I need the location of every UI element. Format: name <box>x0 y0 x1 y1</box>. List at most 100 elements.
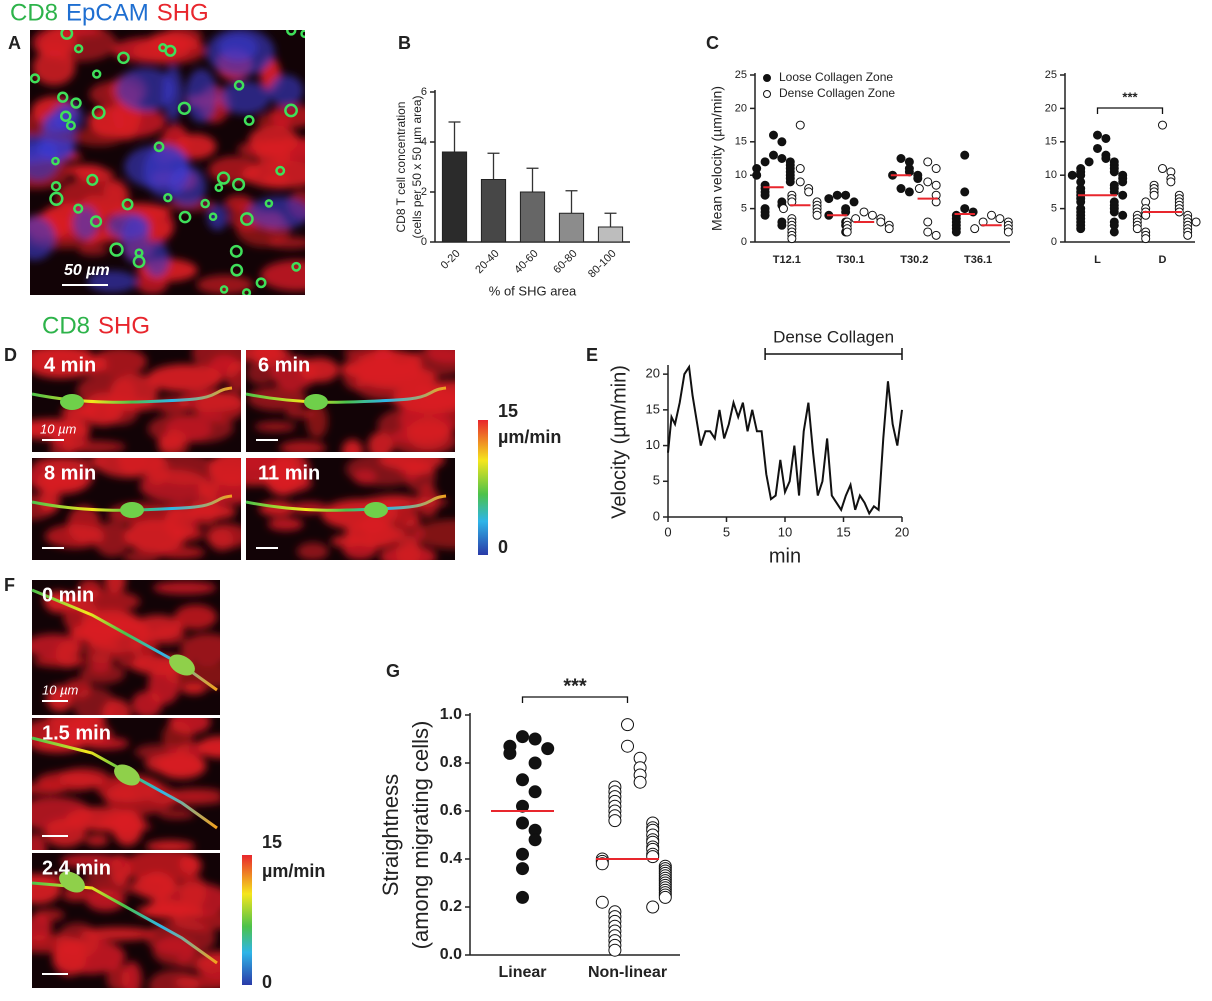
cell <box>163 192 173 203</box>
y-tick-label: 15 <box>1045 136 1057 148</box>
panel-label: B <box>398 33 411 53</box>
frame-time: 1.5 min <box>42 722 111 744</box>
legend-text: Loose Collagen Zone <box>779 70 893 84</box>
panel-label: C <box>706 33 719 53</box>
cell <box>300 30 305 39</box>
cell <box>59 871 85 893</box>
collagen <box>246 475 290 486</box>
collagen <box>103 179 128 207</box>
epithelium <box>207 204 228 231</box>
dot <box>1109 167 1119 177</box>
dot <box>1183 230 1193 240</box>
dot <box>923 227 933 237</box>
dot <box>760 157 770 167</box>
y-tick-label: 5 <box>653 473 660 488</box>
dot <box>867 210 877 220</box>
x-tick-label: 15 <box>836 524 850 539</box>
collagen <box>208 156 261 184</box>
panel-label: F <box>4 575 15 595</box>
cell <box>200 198 210 209</box>
dot <box>768 130 778 140</box>
collagen <box>65 164 105 176</box>
dot <box>842 227 852 237</box>
y-tick-label: 0 <box>421 236 427 248</box>
collagen <box>46 721 113 747</box>
cell <box>91 105 106 120</box>
collagen <box>377 497 413 508</box>
range-label: Dense Collagen <box>773 327 894 346</box>
dot <box>778 204 788 214</box>
x-tick-label: 20 <box>895 524 909 539</box>
cell <box>51 156 60 166</box>
epithelium <box>185 68 218 123</box>
collagen <box>147 364 223 393</box>
collagen <box>101 698 132 715</box>
tissue <box>30 30 305 295</box>
y-tick-label: 10 <box>735 169 747 181</box>
legend-text: CD8 <box>42 312 90 339</box>
scale-bar-text: 50 µm <box>64 262 110 279</box>
collagen <box>65 806 133 831</box>
panel-label: D <box>4 345 17 365</box>
epithelium <box>87 270 138 293</box>
cell <box>214 183 224 193</box>
dot <box>1003 227 1013 237</box>
cell <box>49 191 64 206</box>
dot <box>1158 164 1167 174</box>
dot <box>904 187 914 197</box>
dot <box>541 742 555 756</box>
x-tick-label: D <box>1159 254 1167 266</box>
collagen <box>205 523 241 549</box>
colorbar <box>242 855 252 985</box>
collagen <box>169 788 220 799</box>
cell <box>284 103 298 118</box>
dot <box>595 857 609 871</box>
x-tick-label: T36.1 <box>964 254 992 266</box>
dot <box>987 210 997 220</box>
dot <box>832 190 842 200</box>
cell <box>230 263 244 277</box>
colorbar-max: 15 <box>262 832 282 852</box>
dot <box>923 157 933 167</box>
dot <box>849 197 859 207</box>
dot <box>646 850 660 864</box>
dot <box>960 204 970 214</box>
colorbar-min: 0 <box>262 972 272 992</box>
x-axis-label: % of SHG area <box>489 283 577 298</box>
dot <box>995 214 1005 224</box>
collagen <box>355 370 428 402</box>
collagen <box>122 550 160 560</box>
y-tick-label: 15 <box>646 401 660 416</box>
dot <box>608 814 622 828</box>
dot <box>777 154 787 163</box>
epithelium <box>268 74 304 107</box>
bar <box>441 151 468 243</box>
cell <box>153 141 165 153</box>
epithelium <box>143 241 170 278</box>
y-tick-label: 25 <box>735 69 747 81</box>
epithelium <box>121 215 150 264</box>
dot <box>752 170 762 180</box>
dot <box>960 187 970 197</box>
x-tick-label: 80-100 <box>586 248 619 281</box>
dot <box>516 799 529 813</box>
cell <box>208 212 218 221</box>
epithelium <box>35 138 75 159</box>
dot <box>841 190 851 200</box>
collagen <box>106 964 130 988</box>
collagen <box>285 407 314 419</box>
frame-time: 4 min <box>44 354 96 376</box>
dot <box>804 187 814 197</box>
dot <box>1118 190 1128 200</box>
dot <box>760 190 770 200</box>
scale-bar-text: 10 µm <box>40 421 77 436</box>
collagen <box>60 440 126 452</box>
tissue <box>246 458 455 560</box>
x-tick-label: 40-60 <box>512 248 540 276</box>
collagen <box>32 350 92 357</box>
collagen <box>109 789 136 802</box>
collagen <box>132 615 184 641</box>
x-tick-label: T30.1 <box>837 254 865 266</box>
epithelium <box>247 196 305 230</box>
